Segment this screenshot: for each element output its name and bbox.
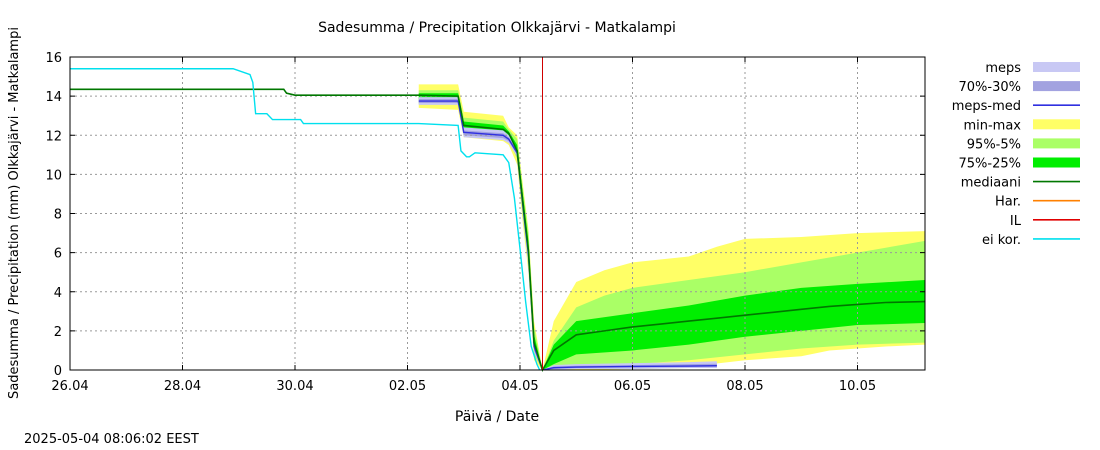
legend-label: 70%-30% [959, 80, 1021, 95]
legend-item-mepsmed: meps-med [952, 99, 1080, 114]
legend-item-minmax: min-max [963, 118, 1080, 133]
grid-layer [70, 57, 925, 370]
x-tick-label: 02.05 [389, 379, 426, 394]
y-tick-label: 6 [54, 247, 62, 262]
x-tick-label: 08.05 [726, 379, 763, 394]
legend-label: meps-med [952, 99, 1021, 114]
y-tick-label: 12 [45, 129, 62, 144]
timestamp: 2025-05-04 08:06:02 EEST [24, 432, 199, 447]
legend-label: meps [985, 61, 1021, 76]
x-tick-label: 28.04 [164, 379, 201, 394]
legend: meps 70%-30% meps-med min-max 95%-5% 75%-25% m… [952, 61, 1080, 248]
legend-swatch [1033, 81, 1080, 92]
legend-label: Har. [995, 195, 1021, 210]
legend-label: ei kor. [982, 233, 1021, 248]
y-axis-label: Sadesumma / Precipitation (mm) Olkkajärv… [7, 27, 22, 399]
x-axis-label: Päivä / Date [455, 409, 539, 425]
axis-tick-labels: 26.04 28.04 30.04 02.05 04.05 06.05 08.05 10.05… [45, 51, 876, 394]
axis-ticks [69, 56, 925, 371]
legend-label: 75%-25% [959, 157, 1021, 172]
line-layer [70, 68, 926, 372]
x-tick-label: 26.04 [51, 379, 88, 394]
legend-label: mediaani [961, 176, 1021, 191]
legend-item-har: Har. [995, 195, 1080, 210]
series-line-ei-kor [70, 68, 541, 371]
legend-item-p75: 75%-25% [959, 157, 1080, 172]
y-tick-label: 0 [54, 364, 62, 379]
y-tick-label: 2 [54, 325, 62, 340]
band-75-25 [418, 93, 925, 371]
y-tick-label: 10 [45, 168, 62, 183]
y-tick-label: 8 [54, 208, 62, 223]
legend-label: min-max [963, 118, 1021, 133]
legend-item-meps: meps [985, 61, 1080, 76]
y-tick-label: 14 [45, 90, 62, 105]
legend-label: IL [1010, 214, 1022, 229]
x-tick-label: 30.04 [276, 379, 313, 394]
band-layer [418, 84, 925, 371]
x-tick-label: 06.05 [614, 379, 651, 394]
y-tick-label: 4 [54, 286, 62, 301]
series-line-mediaani [70, 88, 926, 372]
legend-item-il: IL [1010, 214, 1080, 229]
legend-item-median: mediaani [961, 176, 1080, 191]
y-tick-label: 16 [45, 51, 62, 66]
x-tick-label: 10.05 [839, 379, 876, 394]
legend-swatch [1033, 119, 1080, 130]
legend-item-p95: 95%-5% [967, 137, 1080, 152]
legend-swatch [1033, 62, 1080, 72]
legend-swatch [1033, 138, 1080, 149]
legend-item-eikor: ei kor. [982, 233, 1080, 248]
legend-label: 95%-5% [967, 137, 1021, 152]
x-tick-label: 04.05 [501, 379, 538, 394]
chart-title: Sadesumma / Precipitation Olkkajärvi - M… [318, 20, 676, 36]
legend-item-meps7030: 70%-30% [959, 80, 1080, 95]
legend-swatch [1033, 157, 1080, 168]
